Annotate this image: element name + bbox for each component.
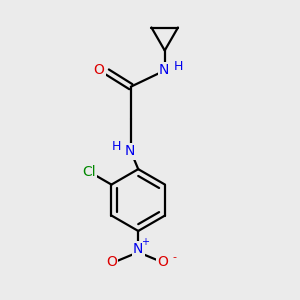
Text: N: N [133,242,143,256]
Text: Cl: Cl [82,165,96,179]
Text: -: - [172,253,176,262]
Text: +: + [141,237,149,247]
Text: O: O [94,64,104,77]
Text: N: N [159,64,169,77]
Text: H: H [112,140,122,153]
Text: N: N [125,145,136,158]
Text: O: O [157,256,168,269]
Text: O: O [106,256,117,269]
Text: H: H [173,61,183,74]
